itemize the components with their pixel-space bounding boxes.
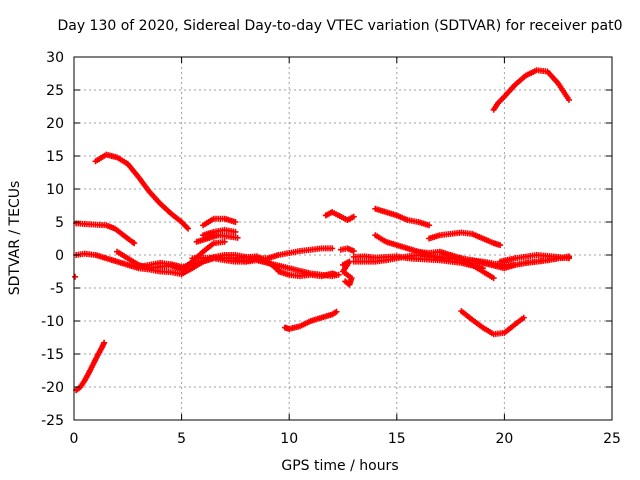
data-point — [490, 275, 497, 282]
series-arc-12 — [275, 268, 340, 280]
data-point — [333, 271, 340, 278]
series-arc-7 — [200, 215, 239, 229]
data-point — [232, 228, 239, 235]
data-point — [333, 308, 340, 315]
data-point — [342, 278, 349, 285]
data-point — [221, 238, 228, 245]
data-point — [497, 242, 504, 249]
y-tick-label: 5 — [55, 215, 64, 231]
series-arc-22 — [426, 229, 504, 249]
data-point — [101, 339, 108, 346]
y-tick-label: 15 — [46, 149, 64, 165]
series-arc-16 — [337, 245, 357, 255]
x-tick-label: 10 — [280, 431, 298, 447]
data-point — [520, 314, 527, 321]
data-point — [565, 96, 572, 103]
data-point — [72, 273, 79, 280]
x-tick-label: 15 — [388, 431, 406, 447]
series-arc-3 — [73, 220, 138, 247]
series-arc-11 — [232, 255, 282, 274]
series-arc-21 — [415, 248, 572, 268]
chart-title: Day 130 of 2020, Sidereal Day-to-day VTE… — [57, 18, 622, 34]
series-arc-2 — [92, 151, 192, 232]
series-arc-17 — [372, 205, 433, 229]
data-point — [234, 234, 241, 241]
y-axis-label: SDTVAR / TECUs — [7, 181, 23, 296]
x-tick-label: 5 — [177, 431, 186, 447]
axis-ticks: 0 5 10 15 20 25 -25 -20 -15 -10 -5 0 5 10 15 20 25 30 — [41, 50, 621, 447]
x-tick-label: 25 — [603, 431, 621, 447]
series-arc-23 — [497, 252, 572, 265]
plot-frame — [73, 56, 613, 421]
y-tick-label: -20 — [41, 380, 64, 396]
series-arc-13 — [281, 308, 340, 332]
x-tick-label: 20 — [495, 431, 513, 447]
series-arc-24 — [458, 308, 527, 338]
data-point — [565, 255, 572, 262]
data-points — [72, 67, 572, 394]
series-arc-15 — [340, 258, 355, 288]
x-tick-label: 0 — [70, 431, 79, 447]
y-tick-label: -5 — [50, 281, 64, 297]
y-tick-label: 30 — [46, 50, 64, 66]
series-arc-25 — [490, 67, 572, 113]
y-tick-label: -10 — [41, 314, 64, 330]
y-tick-label: -25 — [41, 413, 64, 429]
data-point — [232, 219, 239, 225]
series-arc-1 — [73, 339, 108, 394]
data-point — [329, 245, 336, 252]
series-arc-14 — [322, 209, 357, 224]
x-axis-label: GPS time / hours — [281, 458, 398, 474]
data-point — [185, 225, 192, 232]
y-tick-label: 0 — [55, 248, 64, 264]
series-arc-26 — [72, 273, 79, 280]
data-point — [350, 248, 357, 255]
series-arc-9 — [193, 232, 241, 245]
y-tick-label: 20 — [46, 116, 64, 132]
y-tick-label: 10 — [46, 182, 64, 198]
data-point — [426, 222, 433, 229]
y-tick-label: -15 — [41, 347, 64, 363]
data-point — [350, 213, 357, 220]
y-tick-label: 25 — [46, 83, 64, 99]
data-point — [131, 240, 138, 247]
grid-lines — [74, 57, 612, 420]
